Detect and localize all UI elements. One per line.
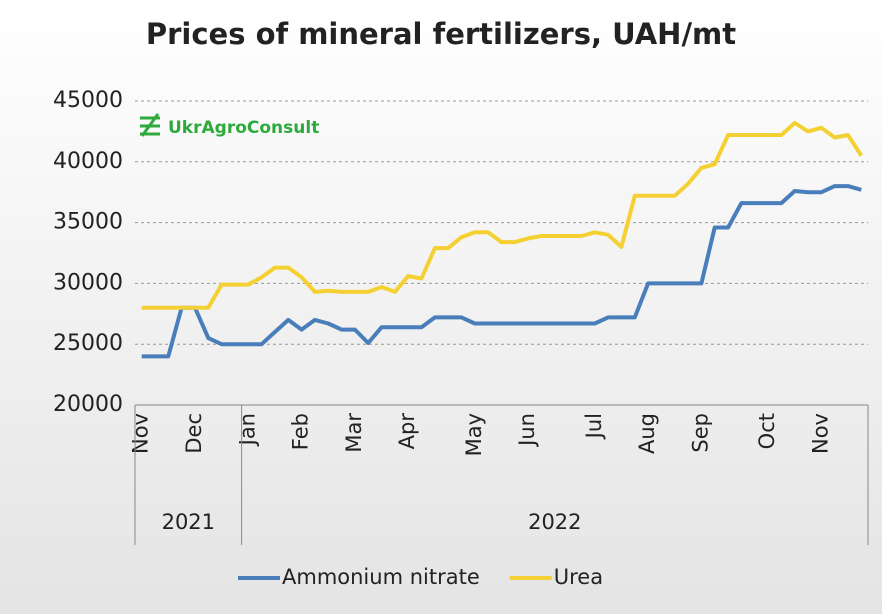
x-tick-label: Sep: [688, 413, 712, 453]
y-tick-label: 25000: [53, 331, 123, 356]
legend-label: Ammonium nitrate: [282, 565, 480, 589]
x-tick-label: Apr: [395, 413, 419, 450]
watermark: UkrAgroConsult: [168, 118, 319, 138]
x-tick-label: Mar: [342, 413, 366, 453]
x-tick-label: Oct: [755, 413, 779, 449]
x-tick-label: Jul: [582, 413, 606, 440]
y-tick-label: 45000: [53, 88, 123, 113]
y-tick-label: 30000: [53, 270, 123, 295]
line-series: [141, 120, 863, 310]
x-tick-label: May: [462, 413, 486, 456]
x-tick-label: Dec: [182, 413, 206, 454]
y-tick-label: 35000: [53, 210, 123, 235]
x-tick-label: Nov: [808, 413, 832, 454]
legend: Ammonium nitrate Urea: [238, 565, 603, 589]
logo: UkrAgroConsult: [140, 113, 319, 138]
x-tick-label: Jun: [515, 413, 539, 448]
x-tick-label: Aug: [635, 413, 659, 454]
x-tick-label: Jan: [235, 413, 259, 447]
x-tick-label: Nov: [129, 413, 153, 454]
line-series: [141, 184, 862, 359]
legend-label: Urea: [554, 565, 603, 589]
chart-title: Prices of mineral fertilizers, UAH/mt: [146, 17, 736, 51]
x-group-label: 2021: [162, 510, 215, 534]
x-group-label: 2022: [528, 510, 581, 534]
x-tick-label: Feb: [289, 413, 313, 450]
y-tick-label: 20000: [53, 392, 123, 417]
y-tick-label: 40000: [53, 149, 123, 174]
